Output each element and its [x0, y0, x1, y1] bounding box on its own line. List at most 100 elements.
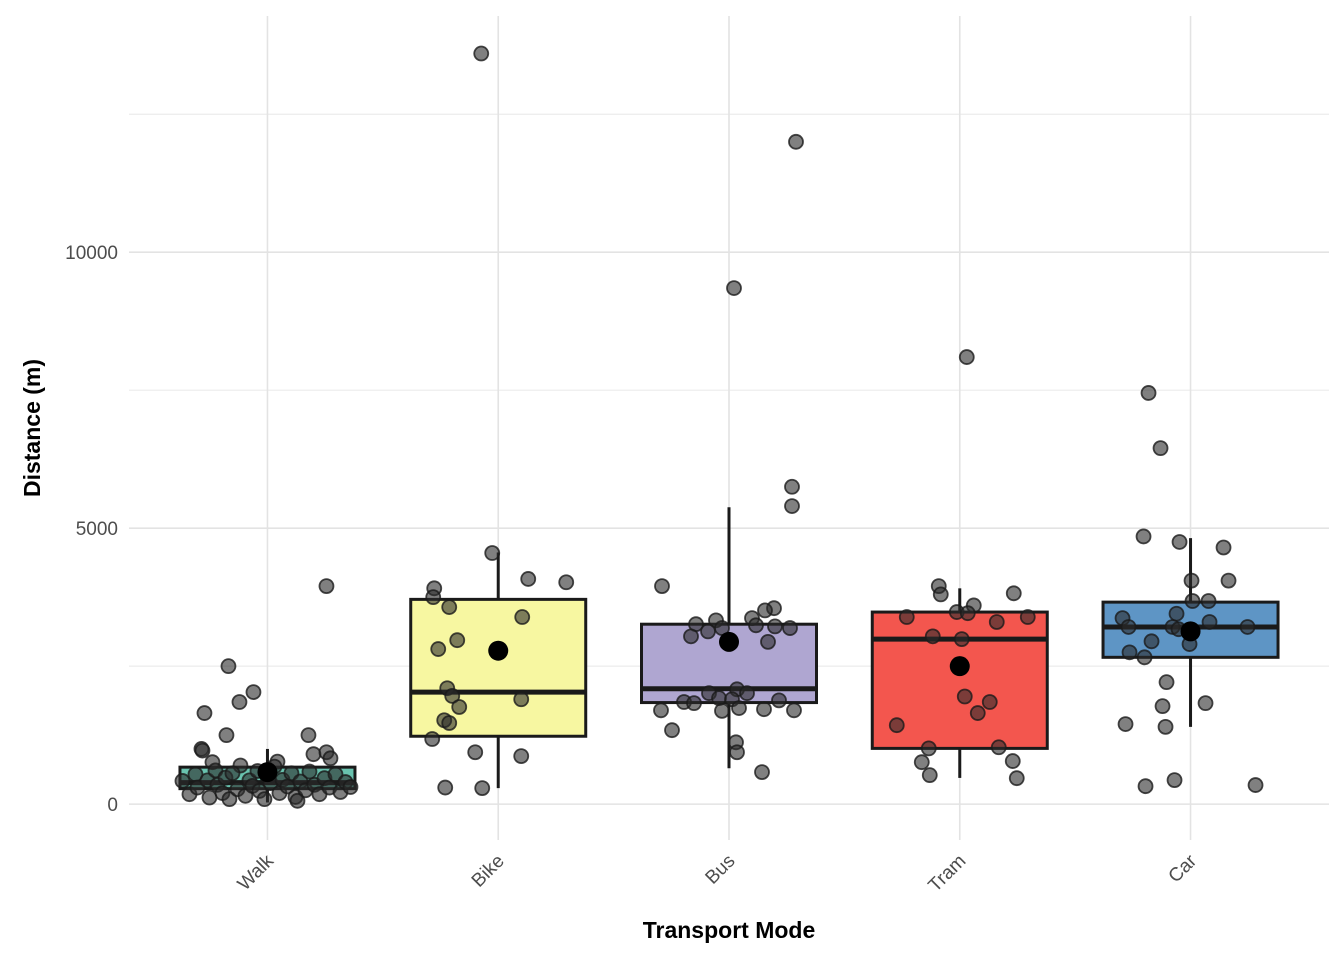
- jitter-point: [726, 280, 742, 296]
- jitter-point: [196, 705, 213, 721]
- jitter-point: [990, 739, 1007, 756]
- jitter-point: [342, 779, 359, 795]
- jitter-point: [1117, 716, 1134, 732]
- jitter-point: [782, 620, 798, 636]
- jitter-point: [441, 599, 458, 615]
- jitter-point: [201, 789, 218, 806]
- jitter-point: [956, 688, 973, 705]
- jitter-point: [256, 791, 273, 808]
- jitter-point: [771, 692, 787, 709]
- mean-dot: [1180, 621, 1201, 642]
- jitter-point: [888, 717, 905, 734]
- jitter-point: [1152, 440, 1169, 457]
- jitter-point: [513, 748, 530, 765]
- jitter-point: [245, 684, 262, 700]
- jitter-point: [473, 45, 490, 62]
- jitter-point: [474, 780, 491, 797]
- jitter-point: [653, 702, 669, 719]
- jitter-point: [683, 628, 699, 645]
- jitter-point: [300, 727, 317, 744]
- x-category-label: Car: [1165, 850, 1202, 887]
- jitter-point: [520, 571, 537, 587]
- jitter-point: [289, 792, 306, 809]
- y-axis-title: Distance (m): [19, 359, 45, 497]
- jitter-point: [981, 694, 998, 710]
- jitter-point: [700, 623, 716, 640]
- y-tick-label: 10000: [65, 243, 118, 264]
- jitter-point: [1136, 649, 1153, 666]
- jitter-point: [1140, 385, 1157, 401]
- jitter-point: [513, 691, 530, 708]
- jitter-point: [1171, 534, 1188, 550]
- jitter-point: [1183, 572, 1200, 589]
- jitter-point: [664, 722, 680, 739]
- jitter-point: [1197, 695, 1214, 712]
- box-bike: [409, 597, 588, 738]
- jitter-point: [224, 765, 241, 782]
- jitter-point: [920, 740, 937, 757]
- mean-dot: [719, 631, 739, 652]
- jitter-point: [1215, 539, 1232, 556]
- jitter-point: [729, 744, 745, 761]
- x-axis-title: Transport Mode: [643, 917, 816, 943]
- jitter-point: [301, 763, 318, 780]
- jitter-point: [220, 658, 237, 675]
- jitter-point: [1158, 674, 1175, 691]
- jitter-point: [1005, 585, 1022, 602]
- jitter-point: [1004, 753, 1021, 769]
- y-tick-label: 5000: [76, 519, 118, 540]
- jitter-point: [1154, 698, 1171, 715]
- jitter-point: [1200, 593, 1217, 609]
- jitter-point: [784, 498, 800, 514]
- jitter-point: [748, 617, 764, 634]
- jitter-point: [1239, 619, 1256, 635]
- jitter-point: [231, 694, 248, 710]
- jitter-point: [425, 589, 442, 606]
- jitter-point: [467, 744, 484, 761]
- jitter-point: [1135, 528, 1152, 545]
- box-layer: [178, 507, 1280, 803]
- jitter-point: [714, 702, 730, 719]
- jitter-point: [318, 578, 335, 595]
- jitter-point: [449, 632, 466, 649]
- jitter-point: [1201, 614, 1218, 630]
- jitter-point: [958, 349, 975, 365]
- jitter-point: [1184, 593, 1201, 609]
- jitter-point: [1120, 619, 1137, 635]
- jitter-point: [760, 633, 776, 650]
- jitter-point: [1220, 572, 1237, 589]
- jitter-point: [784, 478, 800, 495]
- jitter-point: [174, 773, 191, 789]
- jitter-point: [988, 614, 1005, 630]
- jitter-point: [441, 715, 458, 731]
- mean-dot: [488, 640, 509, 661]
- jitter-point: [932, 586, 949, 603]
- jitter-point: [1008, 770, 1025, 787]
- jitter-point: [786, 702, 802, 719]
- x-category-label: Bus: [702, 851, 740, 889]
- jitter-point: [218, 727, 235, 744]
- jitter-point: [484, 545, 501, 561]
- x-category-label: Tram: [925, 851, 971, 897]
- jitter-point: [424, 731, 441, 747]
- jitter-point: [1247, 777, 1264, 793]
- jitter-point: [194, 742, 211, 759]
- mean-dot: [949, 656, 970, 677]
- mean-dot: [257, 762, 278, 783]
- y-tick-label: 0: [107, 795, 118, 816]
- jitter-point: [756, 701, 772, 718]
- jitter-point: [767, 618, 783, 635]
- jitter-point: [430, 641, 447, 657]
- jitter-point: [451, 699, 468, 715]
- jitter-point: [731, 700, 747, 716]
- jitter-point: [959, 605, 976, 622]
- jitter-point: [898, 609, 915, 625]
- jitter-point: [757, 602, 773, 619]
- jitter-point: [913, 754, 930, 771]
- jitter-point: [1019, 609, 1036, 625]
- jitter-point: [558, 574, 575, 591]
- mean-dot-layer: [257, 621, 1201, 783]
- jitter-point: [686, 695, 702, 712]
